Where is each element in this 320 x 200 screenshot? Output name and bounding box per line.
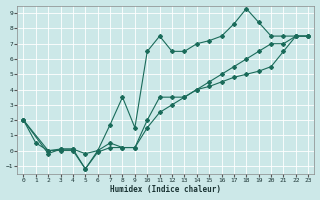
X-axis label: Humidex (Indice chaleur): Humidex (Indice chaleur) <box>110 185 221 194</box>
